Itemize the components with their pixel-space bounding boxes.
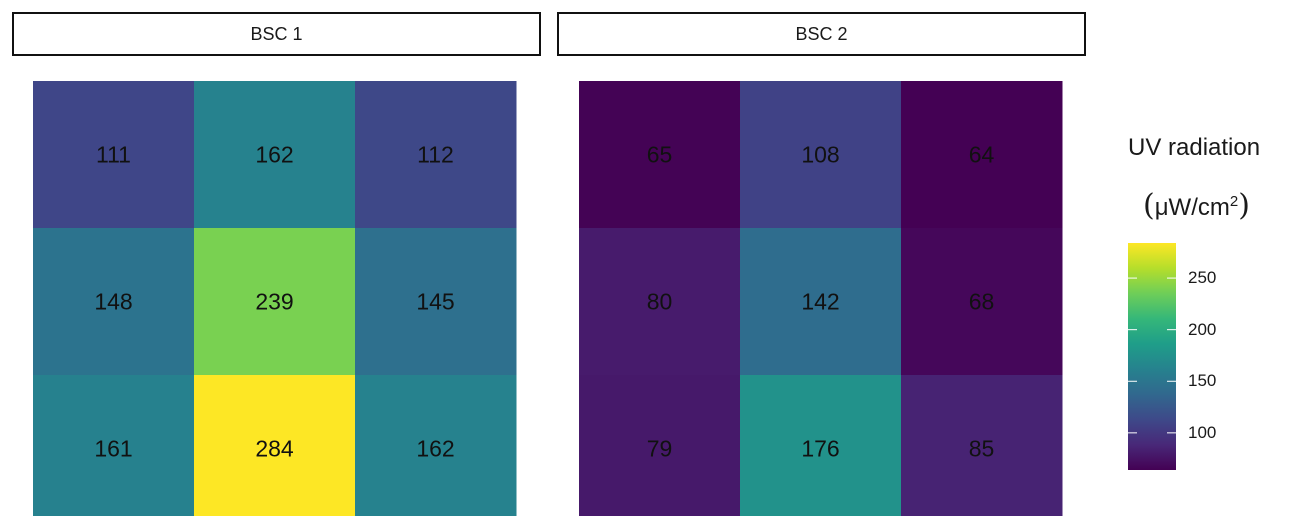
cell-value-label: 145 — [416, 289, 454, 315]
cell-value-label: 79 — [647, 436, 673, 462]
cell-value-label: 108 — [801, 142, 839, 168]
cell-value-label: 284 — [255, 436, 294, 462]
heatmap-cell — [901, 375, 1063, 516]
heatmap-cell — [33, 228, 195, 376]
legend-tick-label: 100 — [1188, 422, 1217, 442]
heatmap-cell — [33, 81, 195, 229]
heatmap-cell — [901, 228, 1063, 376]
legend-unit-text: μW/cm — [1154, 194, 1230, 221]
heatmap-cell — [355, 81, 517, 229]
legend-colorbar — [1128, 243, 1176, 470]
legend-tick-label: 200 — [1188, 319, 1217, 339]
facet-strip-bsc-1: BSC 1 — [12, 12, 541, 56]
facet-strip-bsc-2: BSC 2 — [557, 12, 1086, 56]
legend-tick-label: 250 — [1188, 268, 1217, 288]
heatmap-cell — [194, 228, 356, 376]
cell-value-label: 176 — [801, 436, 839, 462]
heatmap-cell — [740, 81, 902, 229]
cell-value-label: 111 — [96, 142, 131, 168]
cell-value-label: 142 — [801, 289, 839, 315]
cell-value-label: 148 — [94, 289, 132, 315]
heatmap-cell — [579, 228, 741, 376]
facet-label: BSC 1 — [250, 23, 303, 44]
legend-title: UV radiation — [1128, 134, 1261, 161]
cell-value-label: 161 — [94, 436, 132, 462]
facet-label: BSC 2 — [795, 23, 848, 44]
heatmap-panel-1: 111 162 112 148 239 145 161 284 162 — [33, 81, 517, 516]
cell-value-label: 68 — [969, 289, 995, 315]
legend-unit: (μW/cm2) — [1143, 188, 1250, 223]
legend-tick-label: 150 — [1188, 371, 1217, 391]
heatmap-cell — [33, 375, 195, 516]
cell-value-label: 85 — [969, 436, 995, 462]
heatmap-cell — [740, 375, 902, 516]
cell-value-label: 112 — [417, 142, 454, 168]
heatmap-cell — [740, 228, 902, 376]
legend-unit-exponent: 2 — [1229, 193, 1239, 210]
heatmap-cell — [355, 228, 517, 376]
heatmap-cell — [355, 375, 517, 516]
heatmap-cell — [579, 81, 741, 229]
heatmap-panel-2: 65 108 64 80 142 68 79 176 85 — [579, 81, 1063, 516]
heatmap-cell — [579, 375, 741, 516]
heatmap-cell — [194, 375, 356, 516]
cell-value-label: 65 — [647, 142, 673, 168]
cell-value-label: 162 — [255, 142, 293, 168]
cell-value-label: 64 — [969, 142, 995, 168]
cell-value-label: 239 — [255, 289, 293, 315]
heatmap-cell — [194, 81, 356, 229]
cell-value-label: 162 — [416, 436, 454, 462]
heatmap-cell — [901, 81, 1063, 229]
cell-value-label: 80 — [647, 289, 673, 315]
